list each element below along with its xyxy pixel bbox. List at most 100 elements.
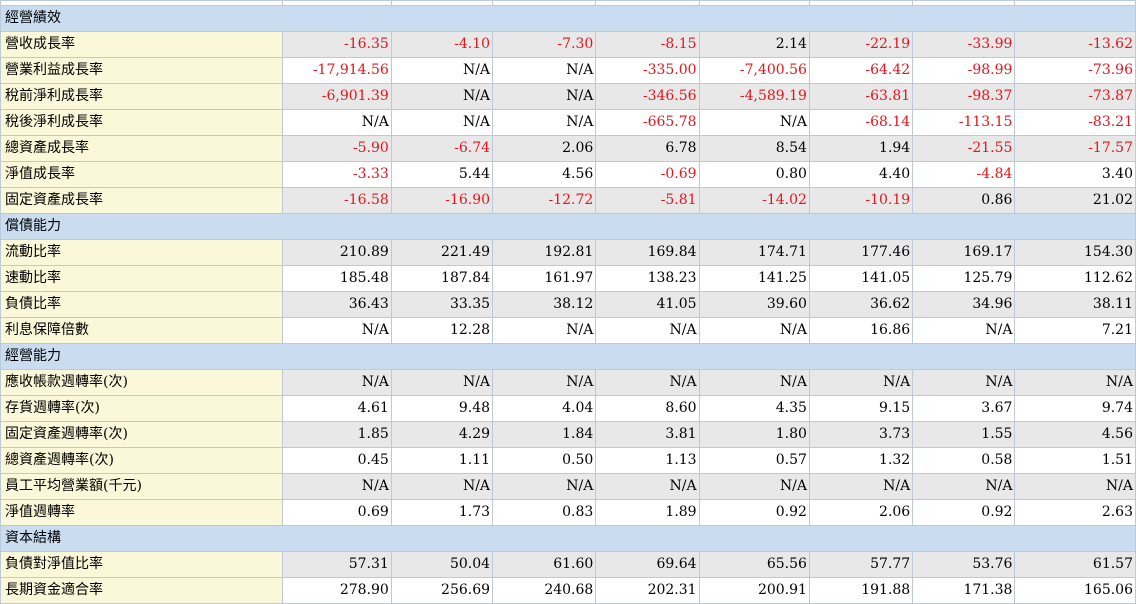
value-cell: 141.05 xyxy=(808,265,914,292)
value-cell: 57.31 xyxy=(282,551,392,578)
value-cell: -16.90 xyxy=(390,187,494,214)
table-row: 總資產成長率 -5.90 -6.74 2.06 6.78 8.54 1.94 -21.55 -1… xyxy=(0,135,1136,162)
value-cell: 165.06 xyxy=(1014,577,1136,604)
value-cell: -6,901.39 xyxy=(282,83,392,110)
value-cell: -73.87 xyxy=(1014,83,1136,110)
value-cell: N/A xyxy=(698,369,810,396)
value-cell: 185.48 xyxy=(282,265,392,292)
value-cell: 0.86 xyxy=(912,187,1016,214)
row-label: 總資產週轉率(次) xyxy=(0,447,284,474)
value-cell: 4.04 xyxy=(492,395,597,422)
value-cell: -4.10 xyxy=(390,31,494,58)
value-cell: N/A xyxy=(492,109,597,136)
value-cell: -16.58 xyxy=(282,187,392,214)
table-row: 長期資金適合率 278.90 256.69 240.68 202.31 200.91 191… xyxy=(0,577,1136,604)
section-header-row: 經營能力 xyxy=(0,343,1136,370)
value-cell: -335.00 xyxy=(595,57,700,84)
value-cell: 2.06 xyxy=(492,135,597,162)
value-cell: -346.56 xyxy=(595,83,700,110)
value-cell: -83.21 xyxy=(1014,109,1136,136)
value-cell: N/A xyxy=(912,473,1016,500)
table-row: 營業利益成長率 -17,914.56 N/A N/A -335.00 -7,400.56-… xyxy=(0,57,1136,84)
row-label: 營收成長率 xyxy=(0,31,284,58)
value-cell: 4.40 xyxy=(808,161,914,188)
value-cell: N/A xyxy=(390,473,494,500)
value-cell: 9.74 xyxy=(1014,395,1136,422)
value-cell: N/A xyxy=(390,83,494,110)
value-cell: -4.84 xyxy=(912,161,1016,188)
value-cell: 57.77 xyxy=(808,551,914,578)
value-cell: 240.68 xyxy=(492,577,597,604)
value-cell: 7.21 xyxy=(1014,317,1136,344)
value-cell: 1.11 xyxy=(390,447,494,474)
value-cell: 9.15 xyxy=(808,395,914,422)
row-label: 長期資金適合率 xyxy=(0,577,284,604)
value-cell: 0.57 xyxy=(698,447,810,474)
value-cell: N/A xyxy=(390,369,494,396)
value-cell: -5.90 xyxy=(282,135,392,162)
value-cell: 2.63 xyxy=(1014,499,1136,526)
row-label: 淨值成長率 xyxy=(0,161,284,188)
value-cell: 38.11 xyxy=(1014,291,1136,318)
value-cell: N/A xyxy=(698,473,810,500)
value-cell: -8.15 xyxy=(595,31,700,58)
value-cell: 3.40 xyxy=(1014,161,1136,188)
value-cell: 0.58 xyxy=(912,447,1016,474)
value-cell: -33.99 xyxy=(912,31,1016,58)
section-title: 經營績效 xyxy=(0,5,1136,32)
table-row: 淨值週轉率 0.69 1.73 0.83 1.89 0.92 2.06 0.92 2.63 xyxy=(0,499,1136,526)
value-cell: 41.05 xyxy=(595,291,700,318)
value-cell: N/A xyxy=(282,109,392,136)
row-label: 應收帳款週轉率(次) xyxy=(0,369,284,396)
value-cell: N/A xyxy=(808,473,914,500)
value-cell: 141.25 xyxy=(698,265,810,292)
value-cell: 6.78 xyxy=(595,135,700,162)
table-row: 負債比率 36.43 33.35 38.12 41.05 39.60 36.62 34.96 3… xyxy=(0,291,1136,318)
value-cell: 4.29 xyxy=(390,421,494,448)
value-cell: 112.62 xyxy=(1014,265,1136,292)
value-cell: -7,400.56 xyxy=(698,57,810,84)
table-row: 稅前淨利成長率 -6,901.39 N/A N/A -346.56 -4,589.19 -6… xyxy=(0,83,1136,110)
value-cell: -113.15 xyxy=(912,109,1016,136)
value-cell: 3.73 xyxy=(808,421,914,448)
value-cell: N/A xyxy=(390,109,494,136)
value-cell: N/A xyxy=(390,57,494,84)
value-cell: 69.64 xyxy=(595,551,700,578)
value-cell: N/A xyxy=(595,317,700,344)
value-cell: 4.56 xyxy=(492,161,597,188)
value-cell: -6.74 xyxy=(390,135,494,162)
value-cell: 174.71 xyxy=(698,239,810,266)
value-cell: -22.19 xyxy=(808,31,914,58)
value-cell: 191.88 xyxy=(808,577,914,604)
value-cell: 61.57 xyxy=(1014,551,1136,578)
section-title: 經營能力 xyxy=(0,343,1136,370)
table-row: 營收成長率 -16.35 -4.10 -7.30 -8.15 2.14 -22.19 -33.… xyxy=(0,31,1136,58)
value-cell: 21.02 xyxy=(1014,187,1136,214)
section-title: 償債能力 xyxy=(0,213,1136,240)
value-cell: -0.69 xyxy=(595,161,700,188)
value-cell: 1.94 xyxy=(808,135,914,162)
value-cell: 50.04 xyxy=(390,551,494,578)
value-cell: 0.45 xyxy=(282,447,392,474)
section-header-row: 資本結構 xyxy=(0,525,1136,552)
value-cell: N/A xyxy=(492,317,597,344)
value-cell: 2.06 xyxy=(808,499,914,526)
value-cell: 34.96 xyxy=(912,291,1016,318)
table-row: 淨值成長率 -3.33 5.44 4.56 -0.69 0.80 4.40 -4.84 3.40 xyxy=(0,161,1136,188)
row-label: 速動比率 xyxy=(0,265,284,292)
value-cell: 169.17 xyxy=(912,239,1016,266)
row-label: 流動比率 xyxy=(0,239,284,266)
value-cell: -7.30 xyxy=(492,31,597,58)
value-cell: 177.46 xyxy=(808,239,914,266)
value-cell: 3.81 xyxy=(595,421,700,448)
value-cell: 9.48 xyxy=(390,395,494,422)
value-cell: 2.14 xyxy=(698,31,810,58)
value-cell: 125.79 xyxy=(912,265,1016,292)
table-row: 固定資產週轉率(次) 1.85 4.29 1.84 3.81 1.80 3.73 1.55 4.… xyxy=(0,421,1136,448)
value-cell: 4.56 xyxy=(1014,421,1136,448)
table-row: 流動比率 210.89 221.49 192.81 169.84 174.71 177.46… xyxy=(0,239,1136,266)
value-cell: N/A xyxy=(698,317,810,344)
row-label: 存貨週轉率(次) xyxy=(0,395,284,422)
value-cell: N/A xyxy=(912,369,1016,396)
value-cell: -13.62 xyxy=(1014,31,1136,58)
